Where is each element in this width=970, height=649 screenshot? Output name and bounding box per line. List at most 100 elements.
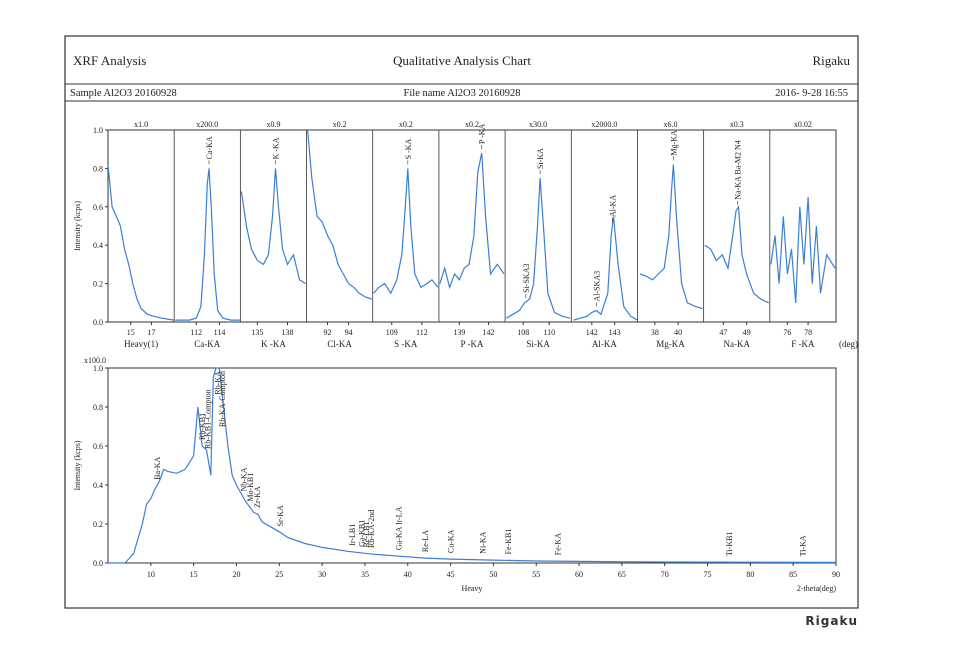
- x-tick-label: 112: [416, 328, 428, 337]
- peak-label: Ga-KA Ir-LA: [394, 506, 403, 550]
- peak-label: Si-SKA3: [522, 263, 531, 292]
- panel-scale: x0.2: [333, 120, 347, 129]
- x-unit: 2-theta(deg): [797, 584, 836, 593]
- plot-frame: [107, 129, 837, 323]
- y-tick-label: 0.0: [93, 318, 103, 327]
- x-tick-label: 142: [483, 328, 495, 337]
- x-tick-label: 30: [318, 570, 326, 579]
- x-axis-label: Heavy: [462, 584, 483, 593]
- panel-scale: x0.2: [465, 120, 479, 129]
- x-tick-label: 15: [190, 570, 198, 579]
- y-tick-label: 0.8: [93, 403, 103, 412]
- panel-scale: x6.0: [664, 120, 678, 129]
- panel-scale: x0.9: [266, 120, 280, 129]
- panel-scale: x0.02: [794, 120, 812, 129]
- x-tick-label: 60: [575, 570, 583, 579]
- spectrum-line: [240, 168, 306, 285]
- spectrum-line: [770, 197, 836, 303]
- peak-label: Rb-KA-Compton: [218, 371, 227, 427]
- y-tick-label: 0.2: [93, 280, 103, 289]
- scale: x100.0: [84, 356, 106, 365]
- peak-label: Re-LB1: [362, 522, 371, 548]
- y-axis-label: Intensity (kcps): [73, 440, 82, 490]
- peak-label: Nb-KA: [239, 467, 248, 491]
- file-name: File name Al2O3 20160928: [404, 88, 521, 99]
- peak-label: Fe-KA: [554, 533, 563, 555]
- spectrum-line: [506, 177, 571, 319]
- x-tick-label: 45: [447, 570, 455, 579]
- x-tick-label: 92: [324, 328, 332, 337]
- panel-label: S -KA: [394, 339, 418, 349]
- peak-label: Al-SKA3: [592, 271, 601, 302]
- spectrum-line: [307, 129, 372, 300]
- peak-label: Na-KA Ba-M2 N4: [733, 140, 742, 200]
- x-tick-label: 139: [453, 328, 465, 337]
- x-tick-label: 20: [232, 570, 240, 579]
- x-tick-label: 17: [147, 328, 155, 337]
- x-tick-label: 55: [532, 570, 540, 579]
- panel-label: Cl-KA: [327, 339, 352, 349]
- y-axis-label: Intensity (kcps): [73, 201, 82, 251]
- peak-label: Rb-KB1-Compton: [203, 389, 212, 449]
- peak-label: Ti-KB1: [725, 532, 734, 557]
- header-title: Qualitative Analysis Chart: [393, 53, 531, 68]
- header-left: XRF Analysis: [73, 53, 146, 68]
- peak-label: Re-LA: [421, 530, 430, 552]
- x-tick-label: 10: [147, 570, 155, 579]
- x-tick-label: 94: [345, 328, 353, 337]
- peak-label: Ti-KA: [799, 535, 808, 556]
- panel-label: P -KA: [461, 339, 484, 349]
- spectrum-line: [439, 152, 505, 290]
- x-tick-label: 75: [704, 570, 712, 579]
- x-tick-label: 78: [804, 328, 812, 337]
- x-tick-label: 65: [618, 570, 626, 579]
- date: 2016- 9-28 16:55: [775, 88, 848, 99]
- spectrum-line: [639, 164, 703, 310]
- x-tick-label: 85: [789, 570, 797, 579]
- frame: [64, 35, 859, 609]
- x-tick-label: 70: [661, 570, 669, 579]
- peak-label: Ni-KA: [478, 531, 487, 553]
- x-tick-label: 38: [651, 328, 659, 337]
- plot-frame: [107, 367, 837, 564]
- x-tick-label: 108: [517, 328, 529, 337]
- peak-label: Mg-KA: [669, 130, 678, 156]
- y-tick-label: 0.8: [93, 164, 103, 173]
- x-tick-label: 143: [609, 328, 621, 337]
- panel-label: K -KA: [261, 339, 286, 349]
- x-tick-label: 142: [586, 328, 598, 337]
- x-tick-label: 40: [404, 570, 412, 579]
- footer-logo: Rigaku: [805, 614, 858, 628]
- x-unit: (deg): [839, 339, 858, 349]
- panel-scale: x0.2: [399, 120, 413, 129]
- x-tick-label: 138: [281, 328, 293, 337]
- y-tick-label: 0.4: [93, 481, 103, 490]
- x-tick-label: 50: [489, 570, 497, 579]
- peak-label: Mo-KB1: [246, 473, 255, 502]
- peak-label: S -KA: [404, 139, 413, 160]
- y-tick-label: 0.4: [93, 241, 103, 250]
- peak-label: Rb-KB1: [198, 413, 207, 440]
- panel-label: Si-KA: [526, 339, 550, 349]
- peak-label: Rb-KA: [214, 371, 223, 395]
- x-tick-label: 47: [719, 328, 727, 337]
- panel-scale: x0.3: [730, 120, 744, 129]
- x-tick-label: 80: [746, 570, 754, 579]
- x-tick-label: 110: [543, 328, 555, 337]
- panel-scale: x1.0: [134, 120, 148, 129]
- y-tick-label: 1.0: [93, 364, 103, 373]
- peak-label: Al-KA: [608, 195, 617, 217]
- peak-label: Zr-KA: [253, 486, 262, 508]
- spectrum-line: [108, 367, 837, 564]
- y-tick-label: 1.0: [93, 126, 103, 135]
- x-tick-label: 135: [251, 328, 263, 337]
- peak-label: Cu-KA: [447, 529, 456, 553]
- spectrum-line: [107, 164, 175, 321]
- peak-label: Fe-KB1: [504, 529, 513, 555]
- y-tick-label: 0.6: [93, 203, 103, 212]
- panel-label: Al-KA: [592, 339, 617, 349]
- spectrum-line: [175, 168, 241, 321]
- peak-label: Si-KA: [536, 148, 545, 169]
- panel-scale: x2000.0: [591, 120, 617, 129]
